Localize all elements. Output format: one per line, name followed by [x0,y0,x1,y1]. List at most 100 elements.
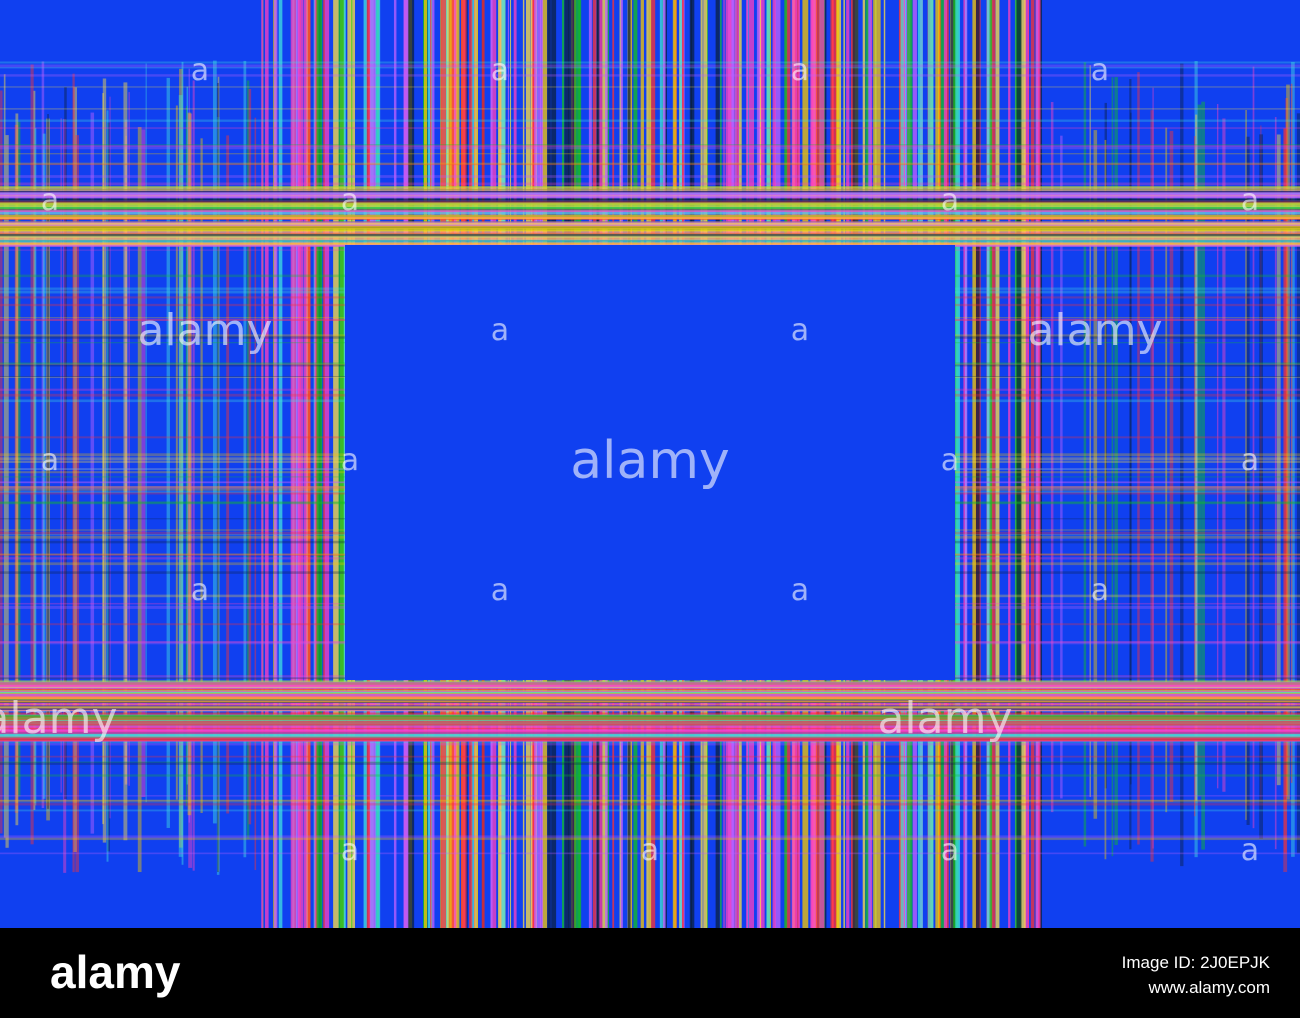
stripe [1283,129,1287,854]
watermark-mark: a [491,313,509,348]
stripe [175,105,178,800]
watermark-mark: a [1091,573,1109,608]
stripe [0,743,1300,746]
stripe [30,64,34,845]
stripe [185,106,188,807]
stripe [0,706,1300,709]
stripe [1035,0,1039,928]
stripe [0,741,1300,744]
stripe [0,214,1300,220]
stripe [226,135,230,814]
stripe [1037,0,1041,928]
stripe [323,0,325,928]
stripe [0,800,1300,803]
stripe [295,0,300,928]
stripe [102,78,107,843]
stripe [1137,72,1140,845]
stripe [34,127,37,806]
stripe [1286,84,1290,800]
stripe [1193,136,1196,817]
footer-brand: alamy [50,946,181,998]
stripe [0,762,1300,765]
stripe [0,714,1300,718]
stripe [137,127,142,873]
stripe [1104,102,1107,789]
stripe [181,61,184,865]
stripe [90,112,95,834]
stripe [0,86,1300,88]
watermark-mark: a [491,53,509,88]
stripe [0,681,1300,687]
watermark-mark: a [1091,53,1109,88]
stripe [1165,127,1168,813]
stripe [188,68,190,823]
stripe [0,233,1300,237]
stripe [0,685,1300,688]
stripe [1083,62,1087,847]
stripe [0,730,1300,735]
watermark-mark: a [491,573,509,608]
stripe [254,117,257,871]
stripe [47,113,49,809]
stripe [0,795,1300,797]
center-panel [345,245,955,680]
stripe [343,0,346,928]
stripe [0,809,1300,812]
watermark-mark: a [791,313,809,348]
stripe [1180,63,1184,867]
stripe [986,0,991,928]
stripe [0,190,1300,193]
footer-image-id: Image ID: 2J0EPJK [1122,953,1271,972]
stripe [46,118,50,821]
stripe [212,60,217,824]
stripe [0,715,1300,721]
stripe [216,117,220,875]
stripe [3,74,6,838]
stripe [1201,101,1205,850]
stripe [145,63,147,803]
stripe [278,0,283,928]
stripe [1093,130,1098,819]
stripe [0,232,1300,235]
watermark-mark: a [1241,183,1259,218]
stripe [0,242,1300,246]
stripe [243,60,247,858]
stripe [324,0,330,928]
stripe [0,191,1300,195]
stripe [15,113,19,826]
stripe [0,701,1300,703]
stripe [1252,66,1255,829]
watermark-mark: a [191,53,209,88]
stripe [0,146,1300,150]
watermark-mark: a [41,443,59,478]
stripe [0,774,1300,777]
stripe [1222,118,1226,792]
watermark-mark: a [341,183,359,218]
stripe [1283,128,1288,872]
stripe [0,206,1300,211]
stripe [1016,0,1022,928]
stripe [1216,104,1219,789]
stripe [217,76,220,872]
stripe [124,119,128,785]
stripe [17,121,21,797]
stripe [0,175,1300,178]
stripe [33,90,36,811]
watermark-logo: alamy [1027,305,1162,356]
stripe [290,0,296,928]
stripe [0,239,1300,243]
stripe [1008,0,1011,928]
stripe [0,718,1300,720]
stripe [1150,110,1154,862]
stripe [0,197,1300,201]
stripe [0,702,1300,705]
stripe [308,0,311,928]
watermark-mark: a [641,833,659,868]
stripe [125,135,127,784]
stripe [1039,0,1043,928]
stripe [0,199,1300,204]
watermark-logo: alamy [570,431,730,491]
stripe [303,0,308,928]
stripe [0,225,1300,231]
stripe [0,690,1300,692]
